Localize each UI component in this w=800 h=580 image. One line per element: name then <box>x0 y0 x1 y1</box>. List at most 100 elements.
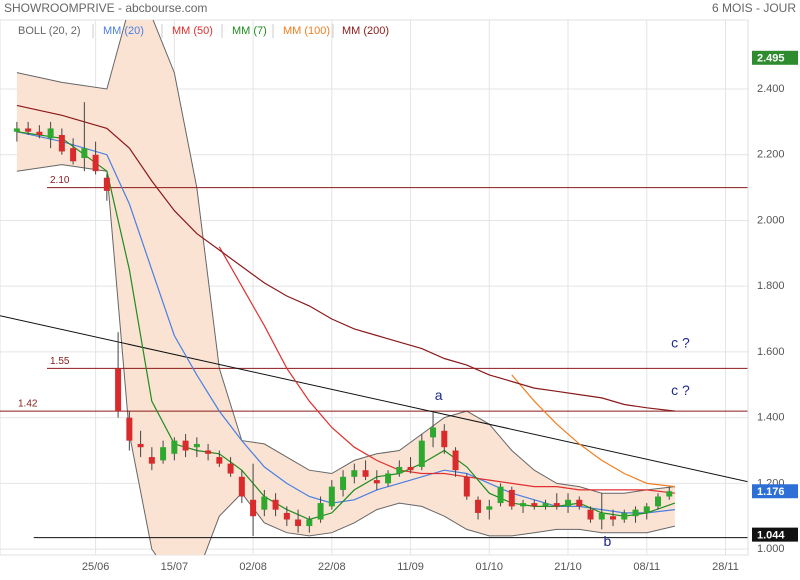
candle-body <box>396 466 403 474</box>
candle-body <box>520 503 527 507</box>
price-tag <box>752 484 798 499</box>
candle-body <box>216 457 223 464</box>
chart-title: SHOWROOMPRIVE - abcbourse.com <box>4 1 207 15</box>
price-tag-label: 2.495 <box>757 53 785 65</box>
level-label: 2.10 <box>50 175 70 186</box>
candle-body <box>632 509 639 517</box>
candle-body <box>565 499 572 507</box>
candle-body <box>531 503 538 507</box>
y-tick-label: 2.400 <box>757 83 785 95</box>
candle-body <box>655 496 662 507</box>
candle-body <box>486 506 493 510</box>
bollinger-band <box>16 20 675 555</box>
candle-body <box>81 148 88 159</box>
candle-body <box>497 486 504 504</box>
candle-body <box>362 470 369 477</box>
candle-body <box>418 440 425 467</box>
legend-entry: BOLL (20, 2) <box>18 25 81 37</box>
candle-body <box>205 450 212 454</box>
candle-body <box>92 154 99 172</box>
period: 6 MOIS - JOUR <box>712 1 796 15</box>
x-tick-label: 08/11 <box>633 561 660 573</box>
legend-entry: MM (50) <box>172 25 213 37</box>
candle-body <box>126 417 133 441</box>
candle-body <box>227 463 234 474</box>
candle-body <box>621 512 628 520</box>
moving-average <box>511 374 675 488</box>
candle-body <box>182 440 189 451</box>
candle-body <box>553 503 560 507</box>
candle-body <box>587 509 594 520</box>
candle-body <box>328 486 335 507</box>
x-tick-label: 21/10 <box>554 561 582 573</box>
candle-body <box>542 503 549 507</box>
annotation: a <box>435 387 443 403</box>
candle-body <box>193 443 200 448</box>
candle-body <box>261 496 268 510</box>
candle-body <box>463 476 470 497</box>
candle-body <box>103 177 110 191</box>
level-label: 1.55 <box>50 356 70 367</box>
candle-body <box>283 512 290 520</box>
candle-body <box>576 499 583 507</box>
candle-body <box>610 516 617 520</box>
y-tick-label: 1.800 <box>757 280 785 292</box>
legend-entry: MM (100) <box>283 25 330 37</box>
legend-entry: MM (20) <box>103 25 144 37</box>
x-tick-label: 22/08 <box>318 561 346 573</box>
legend-entry: MM (7) <box>232 25 267 37</box>
candle-body <box>148 457 155 464</box>
candle-body <box>13 128 20 132</box>
y-tick-label: 1.400 <box>757 412 785 424</box>
trend-line <box>0 315 748 483</box>
candle-body <box>47 128 54 139</box>
candle-body <box>70 148 77 162</box>
price-tag <box>752 50 798 65</box>
price-tag-label: 1.044 <box>757 530 785 542</box>
annotation: c ? <box>671 382 690 398</box>
candle-body <box>160 447 167 461</box>
x-tick-label: 25/06 <box>82 561 110 573</box>
x-tick-label: 02/08 <box>239 561 267 573</box>
level-label: 1.42 <box>18 399 38 410</box>
annotation: c ? <box>671 334 690 350</box>
y-tick-label: 2.000 <box>757 214 785 226</box>
candle-body <box>643 506 650 513</box>
y-tick-label: 2.200 <box>757 149 785 161</box>
candle-body <box>58 135 65 152</box>
y-tick-label: 1.600 <box>757 346 785 358</box>
candle-body <box>340 476 347 490</box>
price-tag <box>752 527 798 542</box>
candle-body <box>295 519 302 527</box>
candle-body <box>407 466 414 471</box>
y-tick-label: 1.000 <box>757 543 785 555</box>
candle-body <box>306 519 313 527</box>
moving-average <box>218 246 675 494</box>
candle-body <box>508 489 515 507</box>
candle-body <box>475 499 482 513</box>
candle-body <box>36 131 43 136</box>
legend-entry: MM (200) <box>342 25 389 37</box>
candle-body <box>238 476 245 497</box>
candle-body <box>666 491 673 497</box>
candle-body <box>430 427 437 438</box>
legend: BOLL (20, 2) MM (20) MM (50) MM (7) MM (100)… <box>18 24 389 38</box>
candle-body <box>373 480 380 484</box>
bollinger-lower <box>16 164 676 555</box>
candle-body <box>351 470 358 477</box>
candle-body <box>317 503 324 520</box>
candle-body <box>137 443 144 448</box>
candle-body <box>598 512 605 520</box>
x-tick-label: 15/07 <box>161 561 189 573</box>
x-tick-label: 28/11 <box>712 561 739 573</box>
x-tick-label: 01/10 <box>476 561 504 573</box>
bollinger-upper <box>16 20 675 494</box>
moving-average <box>16 104 675 412</box>
candle-body <box>250 499 257 517</box>
candle-body <box>441 430 448 448</box>
price-tag-label: 1.176 <box>757 486 785 498</box>
candle-body <box>115 368 122 412</box>
candle-body <box>385 473 392 484</box>
x-tick-label: 11/09 <box>397 561 424 573</box>
